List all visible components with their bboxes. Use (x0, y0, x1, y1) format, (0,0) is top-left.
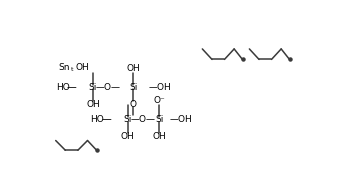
Text: HO: HO (90, 115, 104, 124)
Text: Si: Si (129, 83, 137, 92)
Text: —: — (101, 114, 111, 124)
Text: —: — (67, 82, 77, 92)
Text: t: t (70, 67, 73, 73)
Text: O: O (130, 99, 137, 109)
Text: —OH: —OH (170, 115, 192, 124)
Text: OH: OH (152, 132, 166, 141)
Text: OH: OH (86, 100, 100, 109)
Text: OH: OH (121, 132, 135, 141)
Text: —O—: —O— (131, 115, 156, 124)
Text: OH: OH (126, 64, 140, 73)
Text: —OH: —OH (149, 83, 171, 92)
Text: HO: HO (56, 83, 70, 92)
Text: Sn: Sn (58, 63, 70, 72)
Text: Si: Si (124, 115, 132, 124)
Text: O⁻: O⁻ (154, 96, 165, 105)
Text: —O—: —O— (96, 83, 121, 92)
Text: OH: OH (75, 63, 89, 72)
Text: Si: Si (89, 83, 97, 92)
Text: Si: Si (155, 115, 164, 124)
